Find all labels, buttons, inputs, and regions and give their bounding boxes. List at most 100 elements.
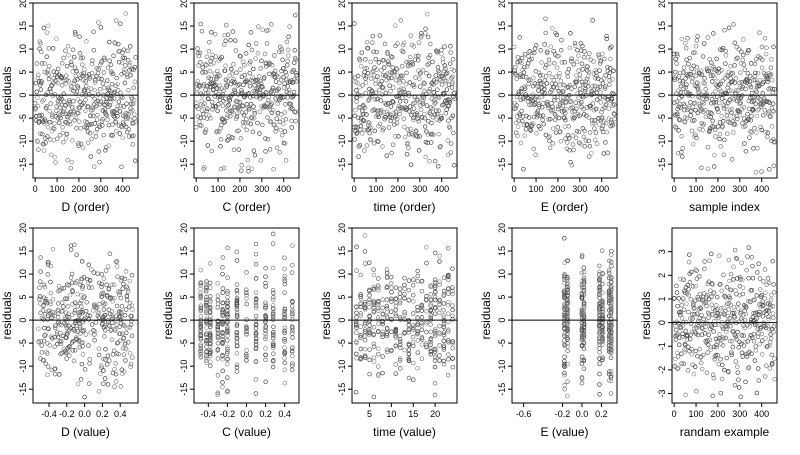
data-point <box>367 371 372 377</box>
data-point <box>197 50 203 56</box>
data-point <box>432 280 438 285</box>
data-point <box>410 292 416 298</box>
data-point <box>246 169 251 174</box>
data-point <box>602 84 608 90</box>
data-point <box>238 67 243 72</box>
data-point <box>219 122 224 128</box>
data-point <box>771 163 777 169</box>
data-point <box>79 304 84 309</box>
data-point <box>531 146 536 152</box>
x-axis-label: C (order) <box>222 200 270 214</box>
data-point <box>445 302 451 308</box>
data-point <box>69 159 75 165</box>
data-point <box>450 113 456 119</box>
y-tick-label: 0 <box>18 93 28 98</box>
data-point <box>352 113 358 119</box>
data-point <box>411 377 416 383</box>
data-point <box>424 309 429 314</box>
x-axis-label: E (order) <box>541 200 588 214</box>
data-point <box>602 56 607 62</box>
data-point <box>109 309 115 314</box>
data-point <box>437 279 442 284</box>
data-point <box>224 328 230 333</box>
data-point <box>677 78 683 84</box>
data-point <box>229 71 235 77</box>
data-point <box>398 73 404 79</box>
data-point <box>240 103 246 109</box>
data-point <box>263 280 268 286</box>
data-point <box>214 128 220 134</box>
data-point <box>686 106 692 111</box>
data-point <box>355 80 360 86</box>
data-point <box>226 133 232 139</box>
data-point <box>428 41 433 47</box>
data-point <box>225 330 230 335</box>
data-point <box>742 67 748 72</box>
data-point <box>583 82 588 88</box>
data-point <box>357 58 363 63</box>
data-point <box>572 40 578 46</box>
data-point <box>419 288 425 294</box>
data-point <box>234 300 240 305</box>
data-point <box>735 329 740 335</box>
data-point <box>270 303 276 308</box>
data-point <box>282 351 287 357</box>
data-point <box>441 345 447 350</box>
data-point <box>676 296 682 301</box>
data-point <box>739 79 745 85</box>
x-tick-label: 5 <box>367 409 372 419</box>
data-point <box>356 144 362 149</box>
data-point <box>96 76 102 81</box>
data-point <box>375 299 381 304</box>
data-point <box>441 92 446 97</box>
data-point <box>96 315 102 320</box>
data-point <box>279 46 284 52</box>
data-point <box>130 307 135 312</box>
data-point <box>69 62 74 67</box>
data-point <box>289 125 295 130</box>
data-point <box>543 16 548 21</box>
data-point <box>71 338 76 344</box>
data-point <box>408 126 413 132</box>
data-point <box>239 168 244 173</box>
data-point <box>104 294 110 299</box>
data-point <box>220 290 225 295</box>
data-point <box>260 27 265 32</box>
data-point <box>362 337 368 343</box>
data-point <box>39 350 45 355</box>
data-point <box>393 285 399 290</box>
data-point <box>540 113 546 118</box>
data-point <box>738 70 743 75</box>
data-point <box>266 28 271 33</box>
data-point <box>441 338 447 344</box>
data-point <box>363 57 368 62</box>
x-tick-label: 0.2 <box>595 409 608 419</box>
data-point <box>282 266 287 272</box>
data-point <box>66 52 71 58</box>
data-point <box>439 115 445 121</box>
data-point <box>207 261 213 266</box>
data-point <box>220 271 225 277</box>
data-point <box>450 339 455 344</box>
y-tick-label: 15 <box>18 246 28 256</box>
data-point <box>569 59 574 64</box>
data-point <box>424 329 429 335</box>
plot-frame <box>671 2 778 179</box>
data-point <box>271 324 276 330</box>
data-point <box>533 43 539 48</box>
data-point <box>567 99 573 105</box>
data-point <box>358 301 363 307</box>
data-point <box>593 67 598 73</box>
data-point <box>432 346 438 352</box>
data-point <box>450 79 455 85</box>
data-point <box>745 111 750 117</box>
data-point <box>43 361 49 367</box>
data-point <box>681 307 687 312</box>
data-point <box>395 106 401 111</box>
data-point <box>404 106 410 111</box>
data-point <box>565 301 570 306</box>
data-point <box>97 159 102 165</box>
data-point <box>36 147 41 152</box>
data-point <box>253 303 259 308</box>
data-point <box>523 126 529 132</box>
